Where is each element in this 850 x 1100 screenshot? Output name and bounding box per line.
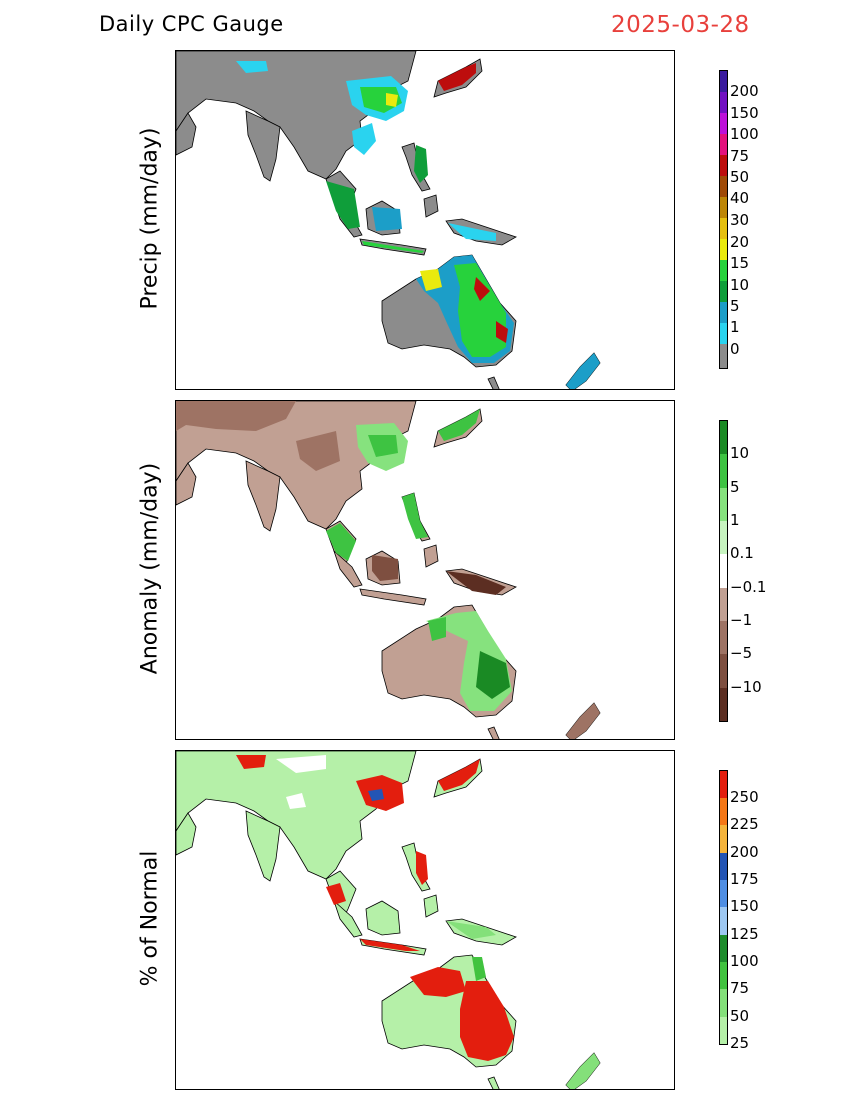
precip-colorbar-swatch bbox=[720, 323, 727, 344]
precip-colorbar-swatch bbox=[720, 239, 727, 260]
anomaly-colorbar-swatch bbox=[720, 654, 727, 688]
percent-tick: 250 bbox=[730, 788, 759, 806]
percent-colorbar-swatch bbox=[720, 989, 727, 1017]
precip-colorbar-swatch bbox=[720, 176, 727, 197]
percent-axis-label: % of Normal bbox=[137, 850, 163, 987]
precip-colorbar-swatch bbox=[720, 281, 727, 302]
precip-colorbar bbox=[719, 70, 728, 369]
anomaly-colorbar-swatch bbox=[720, 488, 727, 521]
percent-tick: 125 bbox=[730, 925, 759, 943]
percent-colorbar-swatch bbox=[720, 1017, 727, 1044]
precip-tick: 0 bbox=[730, 340, 740, 358]
precip-colorbar-swatch bbox=[720, 113, 727, 134]
precip-tick: 5 bbox=[730, 297, 740, 315]
percent-map bbox=[176, 751, 601, 1089]
anomaly-tick: −1 bbox=[730, 611, 753, 629]
anomaly-tick: 10 bbox=[730, 444, 750, 462]
anomaly-colorbar-swatch bbox=[720, 588, 727, 621]
anomaly-tick: −10 bbox=[730, 678, 762, 696]
chart-date: 2025-03-28 bbox=[611, 12, 750, 38]
precip-tick: 20 bbox=[730, 233, 750, 251]
anomaly-tick: −0.1 bbox=[730, 578, 767, 596]
anomaly-colorbar-swatch bbox=[720, 621, 727, 654]
precip-tick: 10 bbox=[730, 276, 750, 294]
anomaly-colorbar-swatch bbox=[720, 521, 727, 554]
percent-tick: 100 bbox=[730, 952, 759, 970]
anomaly-map bbox=[176, 401, 601, 739]
precip-tick: 150 bbox=[730, 104, 759, 122]
percent-colorbar-swatch bbox=[720, 798, 727, 825]
precip-tick: 50 bbox=[730, 168, 750, 186]
anomaly-colorbar-swatch bbox=[720, 688, 727, 721]
precip-colorbar-swatch bbox=[720, 344, 727, 368]
percent-map-panel bbox=[175, 750, 675, 1090]
precip-tick: 100 bbox=[730, 125, 759, 143]
precip-colorbar-swatch bbox=[720, 197, 727, 218]
anomaly-colorbar bbox=[719, 420, 728, 722]
precip-map bbox=[176, 51, 601, 389]
anomaly-tick: 0.1 bbox=[730, 544, 754, 562]
precip-tick: 75 bbox=[730, 147, 750, 165]
precip-colorbar-swatch bbox=[720, 134, 727, 155]
percent-tick: 25 bbox=[730, 1034, 750, 1052]
percent-tick: 200 bbox=[730, 843, 759, 861]
percent-colorbar-swatch bbox=[720, 853, 727, 880]
precip-colorbar-swatch bbox=[720, 71, 727, 92]
percent-colorbar-swatch bbox=[720, 907, 727, 935]
precip-map-panel bbox=[175, 50, 675, 390]
precip-colorbar-swatch bbox=[720, 302, 727, 323]
anomaly-colorbar-swatch bbox=[720, 454, 727, 488]
anomaly-tick: −5 bbox=[730, 644, 753, 662]
precip-colorbar-swatch bbox=[720, 92, 727, 113]
percent-tick: 150 bbox=[730, 897, 759, 915]
percent-tick: 175 bbox=[730, 870, 759, 888]
percent-tick: 75 bbox=[730, 979, 750, 997]
anomaly-colorbar-swatch bbox=[720, 554, 727, 588]
precip-tick: 1 bbox=[730, 318, 740, 336]
anomaly-axis-label: Anomaly (mm/day) bbox=[137, 462, 163, 675]
precip-axis-label: Precip (mm/day) bbox=[137, 127, 163, 310]
chart-title: Daily CPC Gauge bbox=[99, 12, 284, 36]
percent-colorbar-swatch bbox=[720, 880, 727, 907]
precip-colorbar-swatch bbox=[720, 155, 727, 176]
precip-tick: 30 bbox=[730, 211, 750, 229]
percent-colorbar-swatch bbox=[720, 935, 727, 962]
anomaly-colorbar-swatch bbox=[720, 421, 727, 454]
anomaly-map-panel bbox=[175, 400, 675, 740]
percent-colorbar-swatch bbox=[720, 771, 727, 798]
percent-colorbar-swatch bbox=[720, 962, 727, 989]
precip-tick: 40 bbox=[730, 189, 750, 207]
percent-tick: 50 bbox=[730, 1007, 750, 1025]
precip-colorbar-swatch bbox=[720, 218, 727, 239]
percent-colorbar-swatch bbox=[720, 825, 727, 853]
anomaly-tick: 1 bbox=[730, 511, 740, 529]
precip-tick: 15 bbox=[730, 254, 750, 272]
precip-tick: 200 bbox=[730, 82, 759, 100]
anomaly-tick: 5 bbox=[730, 478, 740, 496]
percent-tick: 225 bbox=[730, 815, 759, 833]
precip-colorbar-swatch bbox=[720, 260, 727, 281]
percent-colorbar bbox=[719, 770, 728, 1045]
